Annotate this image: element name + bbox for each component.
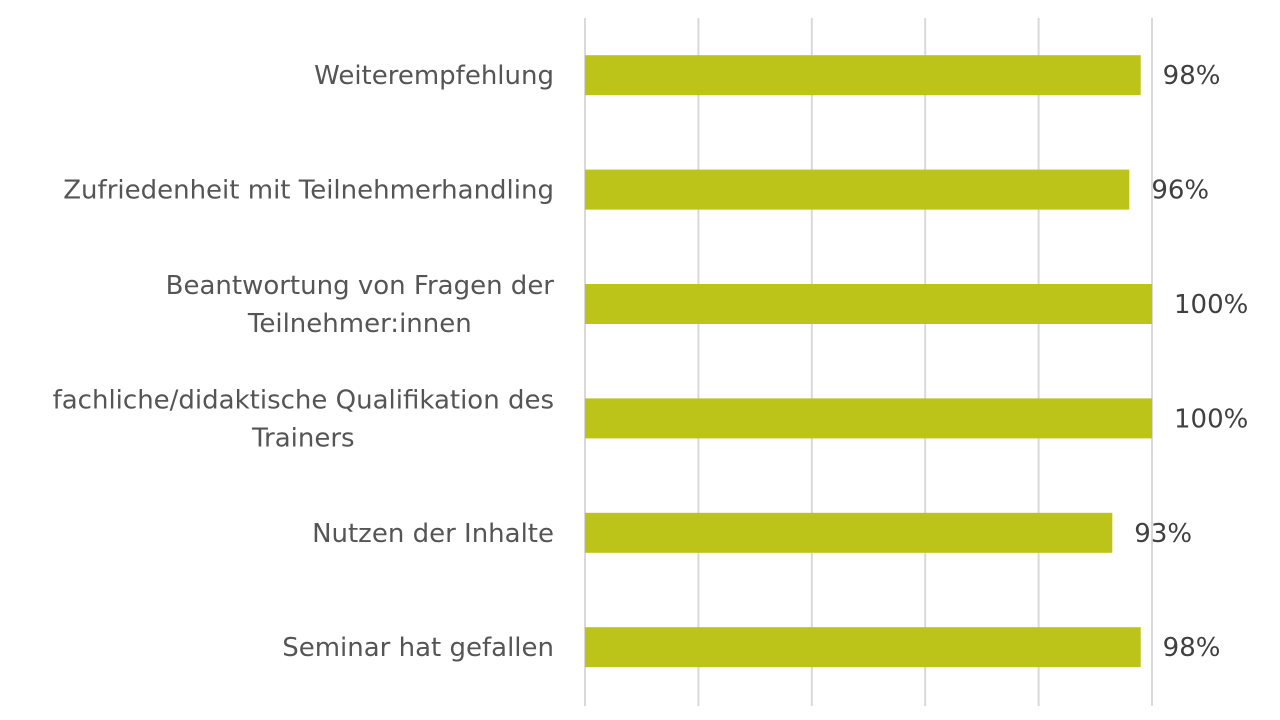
- value-label: 98%: [1163, 633, 1221, 663]
- value-label: 93%: [1134, 519, 1192, 549]
- category-label-line: Nutzen der Inhalte: [312, 519, 554, 549]
- bar: [585, 627, 1141, 668]
- category-label-line: Beantwortung von Fragen der: [166, 271, 555, 301]
- value-label: 100%: [1174, 290, 1248, 320]
- category-label: Weiterempfehlung: [314, 61, 554, 91]
- bar: [585, 512, 1113, 553]
- category-label-line: Seminar hat gefallen: [282, 633, 554, 663]
- category-label-line: fachliche/didaktische Qualifikation des: [53, 385, 554, 415]
- bars: [585, 55, 1152, 668]
- bar: [585, 284, 1152, 324]
- bar: [585, 169, 1130, 210]
- bar: [585, 55, 1141, 96]
- category-label: Zufriedenheit mit Teilnehmerhandling: [63, 176, 554, 206]
- value-label: 98%: [1163, 61, 1221, 91]
- category-label-line: Teilnehmer:innen: [247, 309, 472, 339]
- gridlines: [584, 18, 1153, 706]
- category-label: Seminar hat gefallen: [282, 633, 554, 663]
- bar: [585, 398, 1152, 439]
- value-labels: 98% 96% 100% 100% 93% 98%: [1134, 61, 1248, 663]
- category-label-line: Trainers: [251, 423, 355, 453]
- value-label: 96%: [1151, 176, 1209, 206]
- category-label: fachliche/didaktische Qualifikation des T…: [53, 385, 554, 453]
- category-label-line: Zufriedenheit mit Teilnehmerhandling: [63, 176, 554, 206]
- category-label-line: Weiterempfehlung: [314, 61, 554, 91]
- category-labels: Weiterempfehlung Zufriedenheit mit Teilne…: [53, 61, 555, 663]
- category-label: Beantwortung von Fragen der Teilnehmer:in…: [166, 271, 555, 339]
- value-label: 100%: [1174, 404, 1248, 434]
- category-label: Nutzen der Inhalte: [312, 519, 554, 549]
